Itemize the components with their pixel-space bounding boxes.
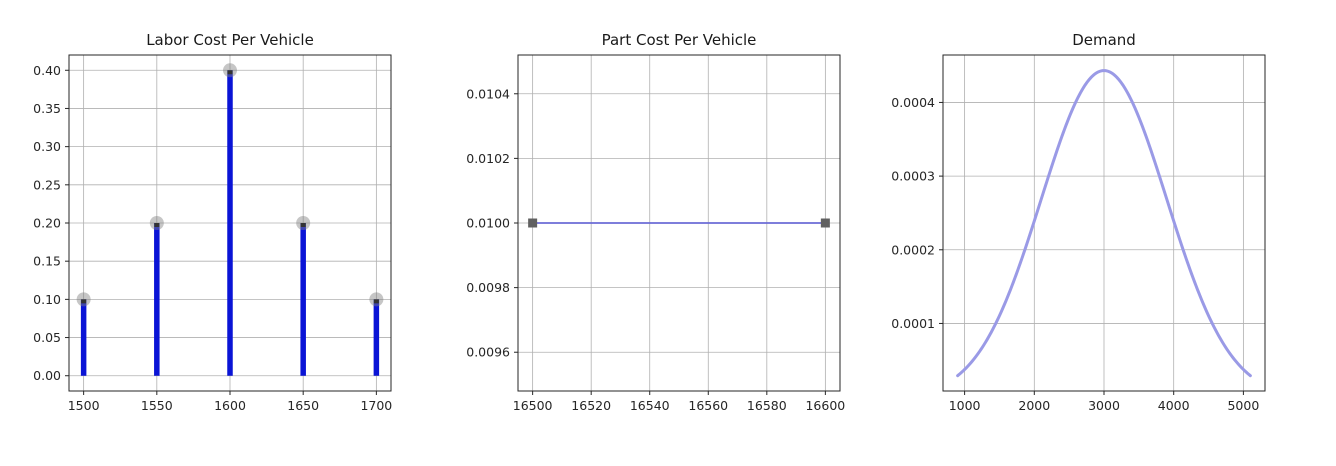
y-tick-label: 0.10 [33,292,61,307]
chart-title: Labor Cost Per Vehicle [146,31,314,49]
y-tick-label: 0.0002 [891,242,935,257]
series-marker [528,218,538,228]
chart-2: 16500 16520 16540 16560 16580 16600 0.0096 0.00… [466,31,845,413]
x-tick-label: 1600 [214,398,246,413]
x-tick-label: 16580 [747,398,787,413]
y-tick-label: 0.00 [33,368,61,383]
y-tick-label: 0.20 [33,216,61,231]
grid-lines [943,55,1265,391]
x-tick-label: 1000 [949,398,981,413]
y-tick-label: 0.30 [33,139,61,154]
x-tick-label: 16540 [630,398,670,413]
stem-cap [154,223,160,227]
x-tick-label: 1500 [68,398,100,413]
chart-1: 1500 1550 1600 1650 1700 0.00 0.05 0.10 0.15 0.20… [33,31,392,413]
x-tick-label: 1650 [287,398,319,413]
x-tick-label: 2000 [1018,398,1050,413]
y-tick-label: 0.0096 [466,345,510,360]
stem-cap [373,299,379,304]
y-tick-label: 0.25 [33,177,61,192]
y-tick-label: 0.35 [33,101,61,116]
series-marker [820,218,830,228]
x-tick-label: 4000 [1158,398,1190,413]
y-tick-label: 0.0004 [891,95,935,110]
y-tick-label: 0.0098 [466,280,510,295]
chart-title: Part Cost Per Vehicle [602,31,757,49]
x-tick-label: 5000 [1227,398,1259,413]
stem-cap [81,299,87,304]
chart-3: 1000 2000 3000 4000 5000 0.0001 0.0002 0.0003 0.… [891,31,1266,413]
x-tick-label: 16500 [513,398,553,413]
y-tick-label: 0.15 [33,254,61,269]
y-tick-label: 0.0100 [466,216,510,231]
stem-cap [300,223,306,227]
x-tick-label: 1550 [141,398,173,413]
chart-title: Demand [1072,31,1136,49]
y-tick-label: 0.0003 [891,169,935,184]
x-tick-label: 16600 [805,398,845,413]
x-tick-label: 16560 [688,398,728,413]
y-tick-label: 0.05 [33,330,61,345]
y-tick-label: 0.0104 [466,86,510,101]
y-tick-label: 0.0102 [466,151,510,166]
stem-cap [227,70,233,75]
x-tick-label: 1700 [360,398,392,413]
x-tick-label: 16520 [571,398,611,413]
x-tick-label: 3000 [1088,398,1120,413]
y-tick-label: 0.0001 [891,316,935,331]
density-curve [956,69,1252,378]
y-tick-label: 0.40 [33,63,61,78]
